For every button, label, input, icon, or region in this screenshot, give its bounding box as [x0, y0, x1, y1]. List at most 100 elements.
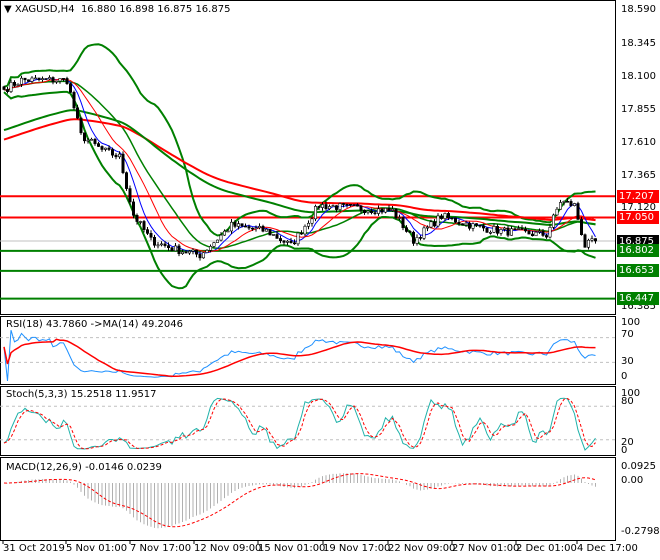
- candle-body: [562, 201, 566, 203]
- candle-body: [111, 149, 115, 156]
- candle-body: [86, 139, 90, 142]
- rsi-tick: 30: [621, 356, 634, 367]
- macd-signal-line: [3, 473, 596, 528]
- candle-body: [33, 77, 37, 80]
- candle-body: [366, 210, 370, 213]
- candle-body: [209, 246, 213, 251]
- candle-body: [167, 245, 171, 249]
- candle-body: [2, 86, 6, 90]
- candle-body: [513, 228, 517, 231]
- candle-body: [125, 172, 129, 189]
- candle-body: [58, 78, 62, 82]
- ma-mid-line: [3, 109, 596, 226]
- candle-body: [121, 153, 125, 173]
- level-tag-resistance-2: 17.207: [617, 190, 659, 203]
- candle-body: [135, 215, 139, 222]
- price-tick: 18.345: [621, 38, 656, 49]
- candle-body: [181, 251, 185, 255]
- candle-body: [149, 233, 153, 238]
- candle-body: [380, 208, 384, 213]
- candle-body: [348, 204, 352, 206]
- candle-body: [418, 237, 422, 239]
- stoch-tick: 100: [621, 388, 641, 399]
- level-tag-resistance-1: 17.050: [617, 211, 659, 224]
- candle-body: [275, 234, 279, 239]
- candle-body: [13, 82, 17, 86]
- candle-body: [188, 250, 192, 254]
- candle-body: [355, 204, 359, 207]
- candle-body: [488, 232, 492, 234]
- ma-fast-line: [3, 77, 596, 254]
- candle-body: [523, 228, 527, 232]
- candle-body: [569, 201, 573, 206]
- time-tick: 7 Nov 17:00: [130, 543, 192, 554]
- candle-body: [460, 223, 464, 226]
- candle-body: [327, 206, 331, 210]
- candle-body: [485, 227, 489, 233]
- candle-body: [551, 214, 555, 228]
- rsi-tick: 0: [621, 371, 628, 382]
- price-tick: 17.365: [621, 170, 656, 181]
- time-tick: 22 Nov 09:00: [388, 543, 456, 554]
- candle-body: [586, 239, 590, 248]
- time-tick: 2 Dec 01:00: [516, 543, 577, 554]
- time-tick: 4 Dec 17:00: [577, 543, 638, 554]
- candle-body: [132, 201, 136, 216]
- candle-body: [576, 203, 580, 220]
- candle-body: [478, 224, 482, 227]
- price-tick: 17.610: [621, 137, 656, 148]
- candle-body: [100, 146, 104, 150]
- candle-body: [590, 238, 594, 241]
- candle-body: [404, 227, 408, 232]
- candle-body: [19, 77, 23, 85]
- candle-body: [537, 230, 541, 233]
- candle-body: [118, 153, 122, 158]
- candle-body: [506, 227, 510, 236]
- candle-body: [23, 77, 27, 81]
- candle-body: [481, 225, 485, 229]
- price-tick: 16.385: [621, 301, 656, 312]
- candle-body: [37, 77, 41, 80]
- candle-body: [251, 227, 255, 230]
- candle-body: [230, 221, 234, 232]
- dropdown-arrow-icon[interactable]: ▼: [4, 4, 15, 15]
- price-tick: 17.855: [621, 104, 656, 115]
- rsi-ma-line: [3, 338, 596, 378]
- candle-body: [429, 221, 433, 228]
- candle-body: [338, 203, 342, 210]
- candle-body: [541, 230, 545, 236]
- panel-frame: [0, 386, 616, 456]
- candle-body: [79, 117, 83, 134]
- rsi-tick: 70: [621, 329, 634, 340]
- candle-body: [520, 228, 524, 230]
- level-tag-support-1: 16.802: [617, 244, 659, 257]
- candle-body: [153, 236, 157, 246]
- candle-body: [376, 208, 380, 214]
- candle-body: [237, 223, 241, 227]
- candle-body: [223, 230, 227, 236]
- candle-body: [313, 206, 317, 220]
- candle-body: [292, 242, 296, 245]
- candle-body: [72, 92, 76, 109]
- candle-body: [310, 218, 314, 224]
- candle-body: [331, 205, 335, 207]
- candle-body: [254, 227, 258, 230]
- candle-body: [471, 223, 475, 229]
- candle-body: [516, 228, 520, 230]
- macd-tick: 0.00: [621, 475, 644, 486]
- candle-body: [216, 239, 220, 243]
- time-tick: 27 Nov 01:00: [452, 543, 520, 554]
- candle-body: [303, 225, 307, 235]
- time-tick: 31 Oct 2019: [3, 543, 65, 554]
- candle-body: [411, 231, 415, 244]
- candle-body: [47, 77, 51, 80]
- stoch-d-line: [3, 398, 596, 450]
- candle-body: [317, 206, 321, 208]
- candle-body: [583, 234, 587, 248]
- candle-body: [30, 77, 34, 82]
- candle-body: [285, 240, 289, 243]
- candle-body: [177, 245, 181, 255]
- candle-body: [93, 138, 97, 144]
- candle-body: [383, 207, 387, 213]
